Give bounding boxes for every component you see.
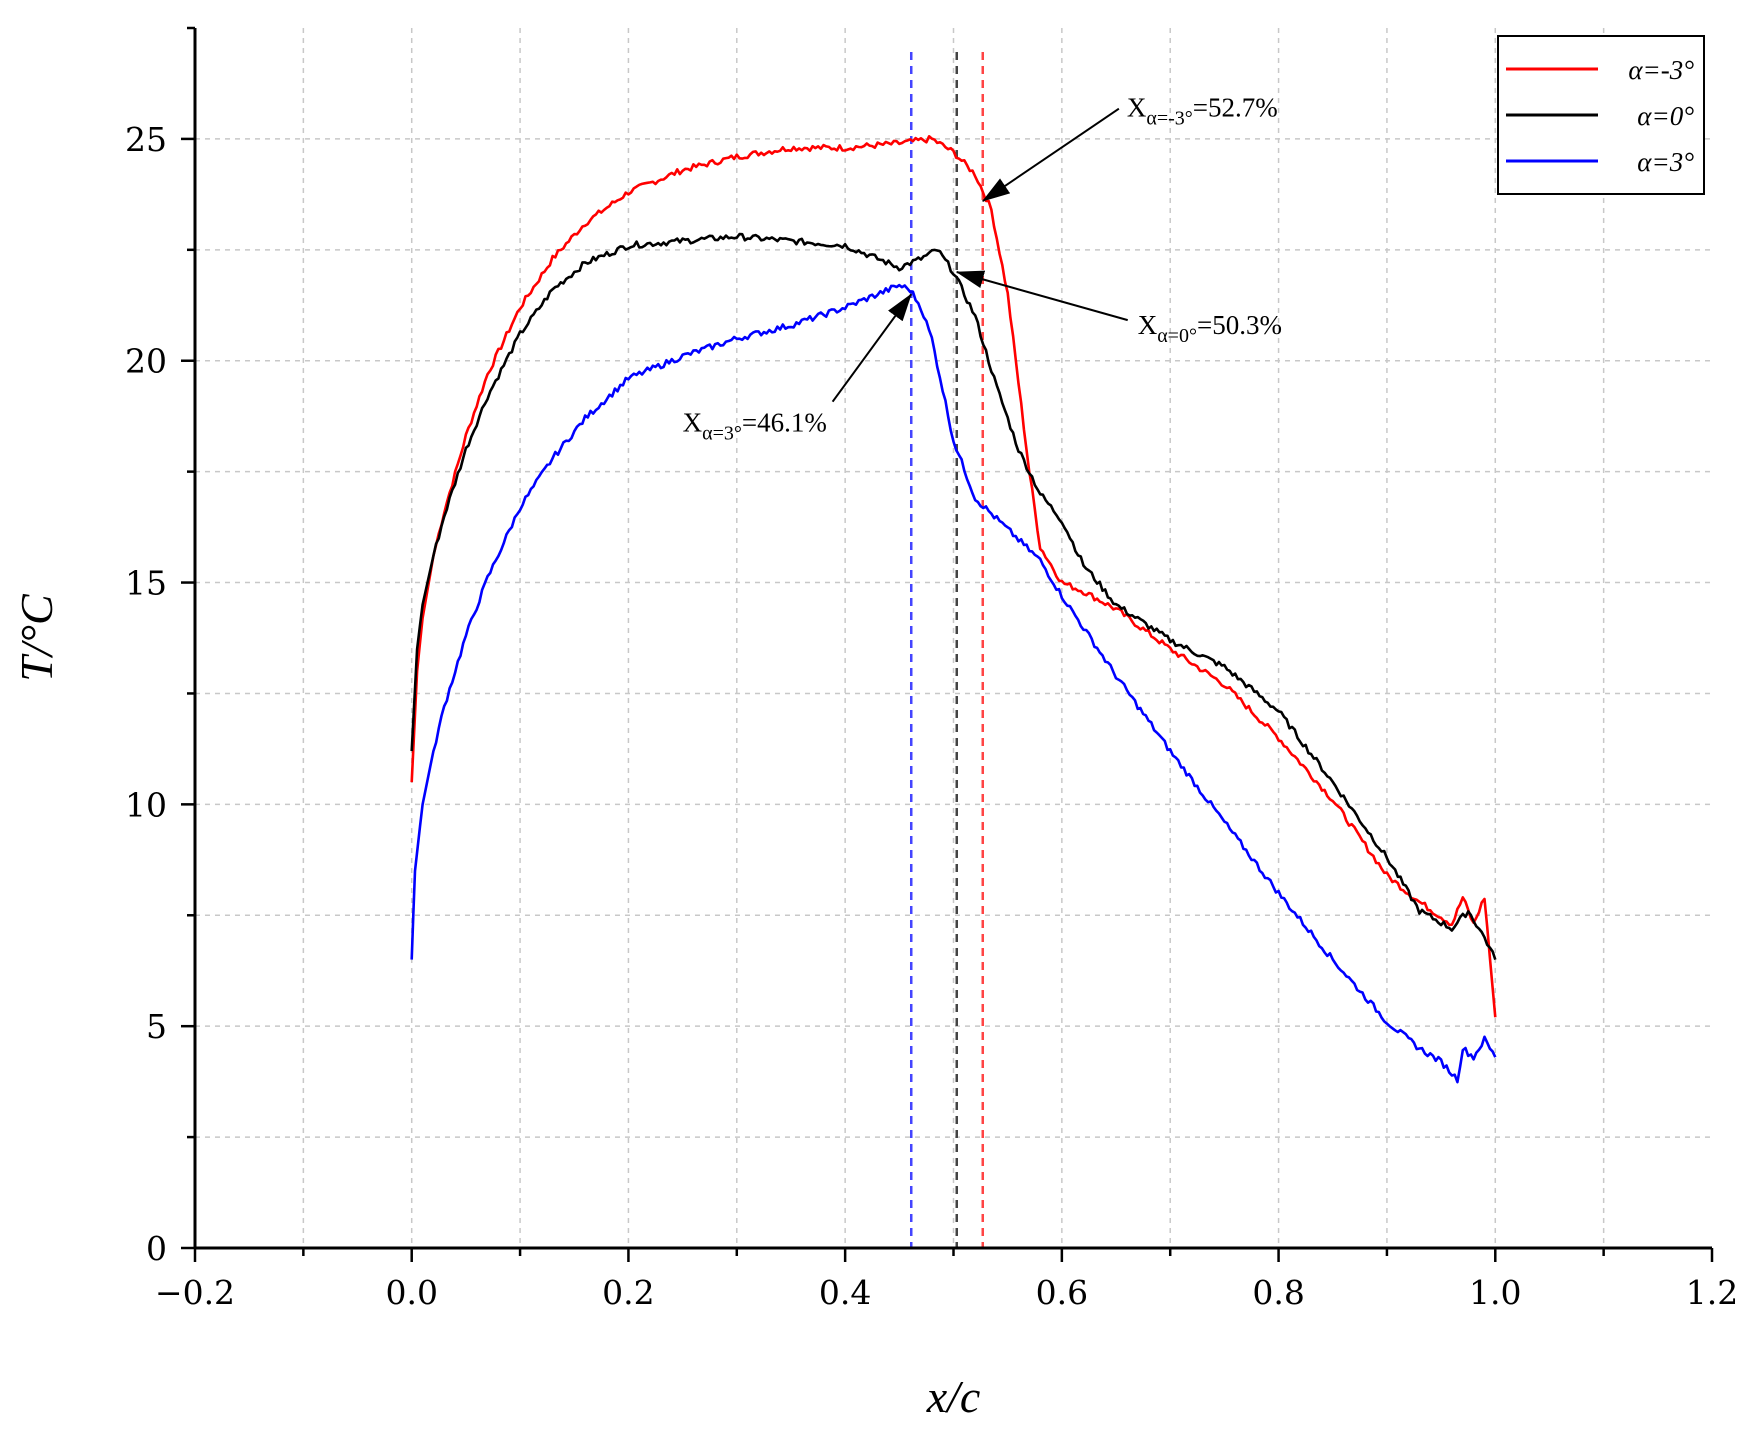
series-lines (410, 135, 1497, 1084)
x-tick-label: 1.2 (1686, 1273, 1738, 1312)
x-axis-title: x/c (926, 1371, 981, 1422)
series-line-0 (410, 135, 1497, 1018)
x-tick-label: −0.2 (155, 1273, 235, 1312)
legend-label: α=0° (1637, 101, 1694, 131)
series-line-1 (410, 232, 1497, 961)
legend: α=-3° α=0° α=3° (1497, 35, 1705, 195)
y-tick-label: 5 (146, 1007, 167, 1046)
legend-label: α=3° (1637, 147, 1694, 177)
series-line-2 (410, 283, 1497, 1084)
reference-lines (909, 52, 985, 1248)
x-tick-label: 0.4 (819, 1273, 871, 1312)
annotation-arrow (981, 107, 1120, 202)
y-axis-title: T/°C (11, 593, 62, 682)
annotation-arrow (955, 270, 1128, 322)
annotation-arrow (831, 293, 913, 403)
legend-label: α=-3° (1628, 55, 1694, 85)
y-tick-label: 15 (125, 564, 167, 603)
axes: −0.2 0.0 0.2 0.4 0.6 0.8 1.0 1.2 0 5 10 15 20 25 (125, 26, 1738, 1312)
annotation-label-2: Xα=3°=46.1% (683, 408, 827, 445)
annotation-label-0: Xα=-3°=52.7% (1127, 93, 1278, 130)
y-tick-label: 25 (125, 120, 167, 159)
x-tick-label: 0.6 (1036, 1273, 1088, 1312)
y-tick-label: 10 (125, 785, 167, 824)
y-tick-label: 20 (125, 342, 167, 381)
annotation-label-1: Xα=0°=50.3% (1138, 310, 1282, 347)
grid (195, 28, 1712, 1248)
y-tick-label: 0 (146, 1229, 167, 1268)
x-tick-label: 0.2 (602, 1273, 654, 1312)
annotations: Xα=-3°=52.7% Xα=0°=50.3% Xα=3°=46.1% (683, 93, 1282, 445)
x-tick-label: 0.8 (1252, 1273, 1304, 1312)
x-tick-label: 1.0 (1469, 1273, 1521, 1312)
x-tick-label: 0.0 (385, 1273, 437, 1312)
